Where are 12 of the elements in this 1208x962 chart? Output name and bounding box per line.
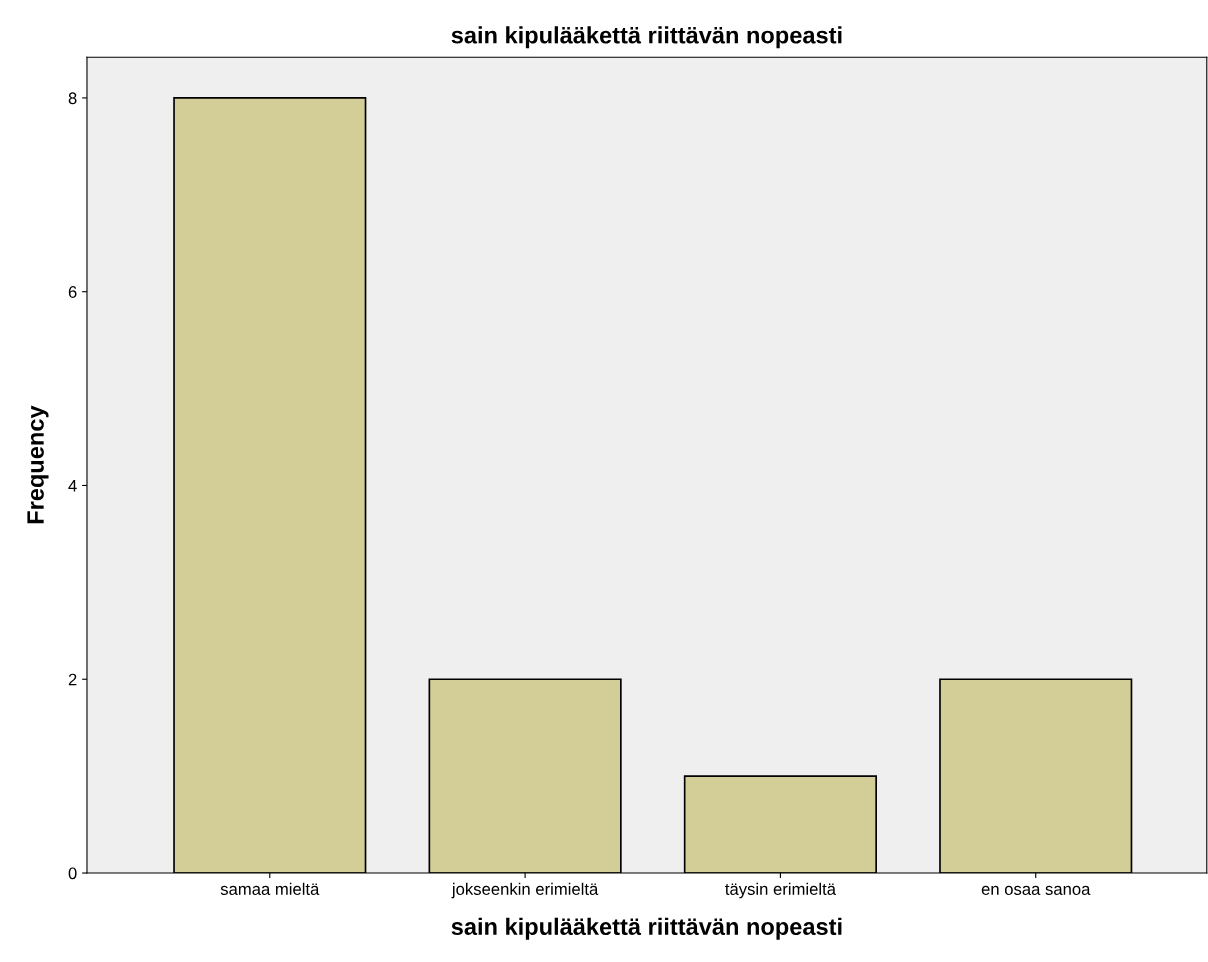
x-tick-label: jokseenkin erimieltä: [451, 882, 599, 899]
x-tick-label: samaa mieltä: [220, 882, 320, 895]
chart-title: sain kipulääkettä riittävän nopeasti: [451, 26, 842, 49]
y-tick-label: 8: [68, 92, 77, 105]
x-axis-title: sain kipulääkettä riittävän nopeasti: [451, 917, 842, 940]
y-tick-label: 2: [68, 673, 77, 686]
y-axis-title: Frequency: [27, 405, 49, 524]
y-tick-label: 0: [68, 867, 77, 880]
x-tick-label: en osaa sanoa: [981, 885, 1091, 895]
y-tick-label: 6: [68, 286, 77, 298]
y-tick-label: 4: [68, 480, 77, 492]
x-tick-label: täysin erimieltä: [725, 882, 836, 899]
